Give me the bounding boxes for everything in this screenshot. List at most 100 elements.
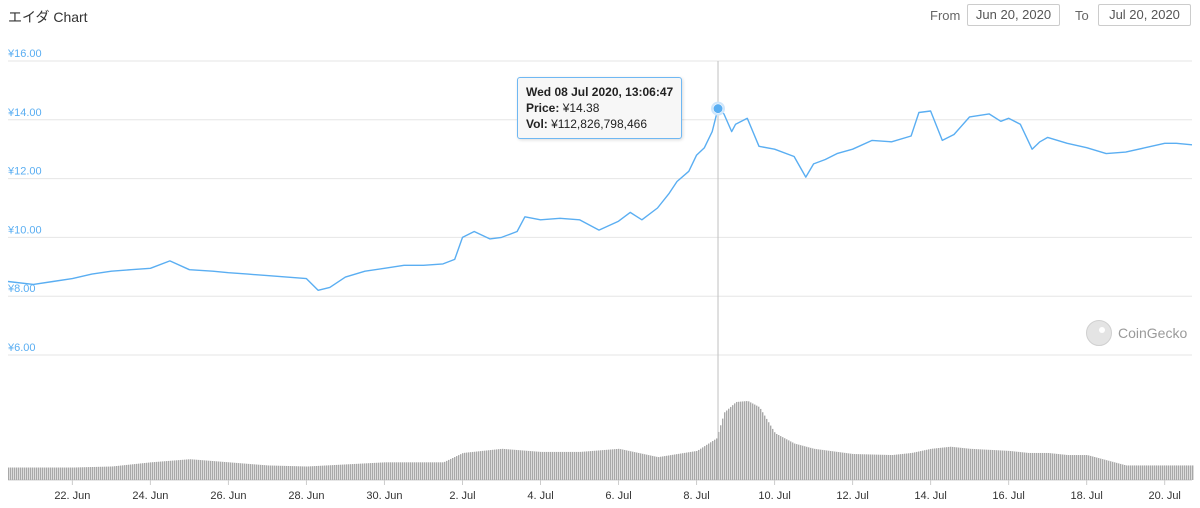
volume-bar [62, 467, 64, 480]
volume-bar [828, 450, 830, 480]
volume-bar [988, 449, 990, 480]
volume-bar [518, 450, 520, 480]
volume-bar [1164, 465, 1166, 480]
volume-bar [1056, 453, 1058, 480]
volume-bar [502, 448, 504, 480]
volume-bar [688, 452, 690, 480]
volume-bar [692, 451, 694, 480]
volume-bar [544, 451, 546, 480]
volume-bar [294, 466, 296, 480]
volume-bar [942, 447, 944, 480]
volume-bar [358, 463, 360, 480]
volume-bar [448, 459, 450, 480]
volume-bar [634, 452, 636, 480]
volume-bar [994, 450, 996, 480]
volume-bar [1188, 465, 1190, 480]
volume-bar [1062, 454, 1064, 480]
volume-bar [130, 464, 132, 480]
volume-bar [696, 450, 698, 480]
volume-bar [898, 454, 900, 480]
volume-bar [754, 404, 756, 480]
volume-bar [1186, 465, 1188, 480]
volume-bar [554, 451, 556, 480]
volume-bar [442, 462, 444, 480]
volume-bar [864, 454, 866, 480]
volume-bar [1068, 455, 1070, 480]
volume-bar [458, 455, 460, 480]
volume-bar [1026, 452, 1028, 480]
volume-bar [580, 451, 582, 480]
volume-bar [390, 462, 392, 480]
volume-bar [524, 450, 526, 480]
volume-bar [1054, 453, 1056, 480]
volume-bar [944, 447, 946, 480]
volume-bar [304, 466, 306, 480]
volume-bar [440, 462, 442, 480]
volume-bar [984, 449, 986, 480]
volume-bar [1070, 455, 1072, 480]
volume-bar [736, 401, 738, 480]
volume-bar [194, 459, 196, 480]
volume-bar [378, 462, 380, 480]
volume-bar [1148, 465, 1150, 480]
volume-bar [330, 465, 332, 480]
tooltip-price-label: Price: [526, 101, 560, 115]
volume-bar [178, 460, 180, 480]
crosshair [711, 61, 726, 480]
volume-bar [768, 422, 770, 480]
volume-bar [530, 451, 532, 480]
volume-bar [592, 450, 594, 480]
volume-bar [114, 466, 116, 480]
volume-bar [328, 465, 330, 480]
volume-bar [1074, 455, 1076, 480]
volume-bar [78, 467, 80, 480]
volume-bar [290, 466, 292, 480]
volume-bar [210, 460, 212, 480]
volume-bar [366, 463, 368, 480]
volume-bar [108, 466, 110, 480]
volume-bar [886, 454, 888, 480]
from-date-input[interactable]: Jun 20, 2020 [967, 4, 1060, 26]
volume-bar [1034, 452, 1036, 480]
volume-bar [234, 462, 236, 480]
volume-bar [746, 401, 748, 480]
x-tick-label: 24. Jun [132, 490, 168, 502]
volume-bar [138, 463, 140, 480]
highlight-point[interactable] [713, 104, 723, 114]
x-tick-label: 28. Jun [288, 490, 324, 502]
volume-bar [406, 462, 408, 480]
volume-bar [1032, 452, 1034, 480]
volume-bar [462, 453, 464, 480]
volume-bar [526, 450, 528, 480]
volume-bar [356, 463, 358, 480]
x-axis-ticks: 22. Jun 24. Jun 26. Jun 28. Jun 30. Jun 2. Ju… [54, 480, 1181, 502]
y-tick-label: ¥6.00 [7, 342, 36, 354]
volume-bar [1086, 455, 1088, 480]
volume-bar [1030, 452, 1032, 480]
volume-bar [270, 465, 272, 480]
volume-bar [1088, 455, 1090, 480]
volume-bar [570, 451, 572, 480]
volume-bar [1106, 460, 1108, 480]
volume-bar [1110, 461, 1112, 480]
volume-bar [350, 464, 352, 480]
volume-bar [770, 425, 772, 480]
volume-bar [960, 447, 962, 480]
volume-bar [1142, 465, 1144, 480]
volume-bar [1000, 450, 1002, 480]
volume-bar [232, 462, 234, 480]
volume-bar [310, 466, 312, 480]
volume-bar [690, 451, 692, 480]
volume-bar [1168, 465, 1170, 480]
volume-bar [254, 464, 256, 480]
volume-bar [1024, 452, 1026, 480]
to-date-input[interactable]: Jul 20, 2020 [1098, 4, 1191, 26]
volume-bar [1118, 463, 1120, 480]
volume-bar [120, 465, 122, 480]
volume-bar [674, 454, 676, 480]
volume-bar [146, 462, 148, 480]
volume-bar [224, 461, 226, 480]
volume-bar [16, 467, 18, 480]
volume-bar [838, 452, 840, 480]
